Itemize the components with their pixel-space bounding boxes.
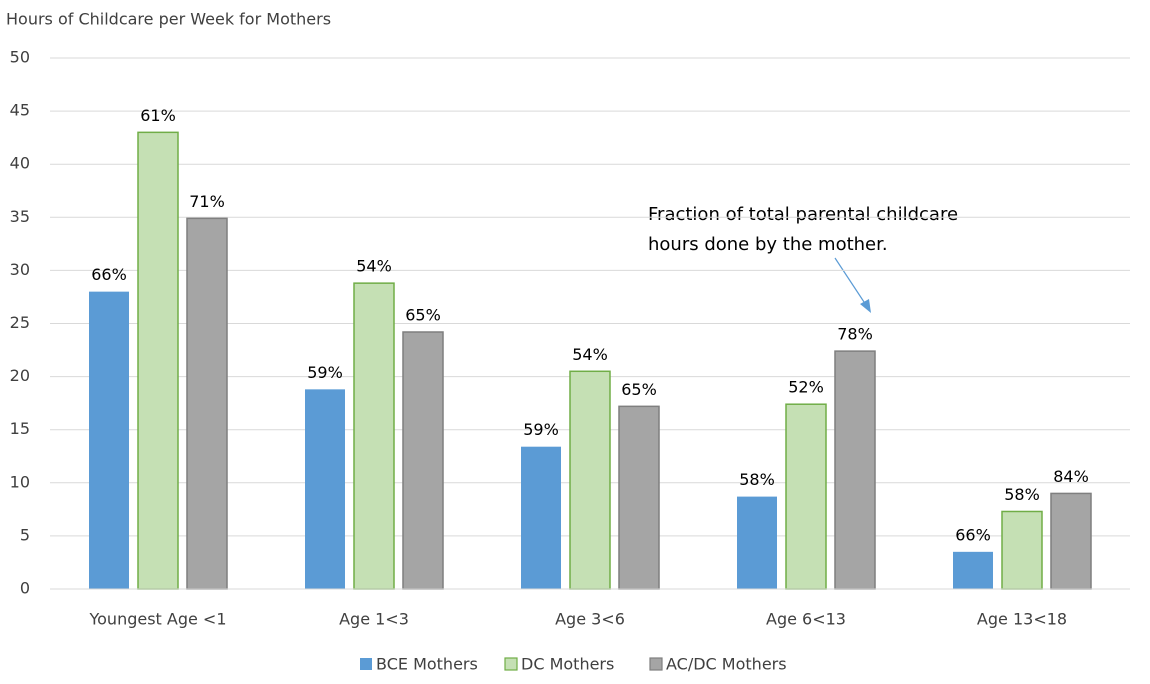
y-tick-label: 30 xyxy=(10,260,30,279)
x-tick-label: Age 1<3 xyxy=(339,610,409,629)
annotation-arrow xyxy=(834,257,867,306)
y-tick-label: 35 xyxy=(10,207,30,226)
bar xyxy=(785,403,827,590)
data-label: 66% xyxy=(91,265,127,284)
data-label: 58% xyxy=(739,470,775,489)
y-tick-label: 20 xyxy=(10,366,30,385)
bar xyxy=(618,405,660,590)
data-label: 65% xyxy=(621,380,657,399)
data-label: 59% xyxy=(523,420,559,439)
bar xyxy=(353,282,395,590)
data-label: 58% xyxy=(1004,485,1040,504)
data-label: 78% xyxy=(837,325,873,344)
bar xyxy=(521,446,561,589)
chart-title: Hours of Childcare per Week for Mothers xyxy=(6,10,331,29)
data-label: 54% xyxy=(572,345,608,364)
bar xyxy=(137,131,179,590)
data-label: 61% xyxy=(140,106,176,125)
bar xyxy=(569,370,611,590)
legend-label: AC/DC Mothers xyxy=(666,655,787,674)
data-label: 54% xyxy=(356,257,392,276)
x-tick-label: Youngest Age <1 xyxy=(88,610,226,629)
y-tick-label: 15 xyxy=(10,419,30,438)
x-tick-label: Age 13<18 xyxy=(977,610,1067,629)
annotation: Fraction of total parental childcare xyxy=(648,204,958,225)
data-label: 84% xyxy=(1053,467,1089,486)
y-tick-label: 10 xyxy=(10,472,30,491)
bar xyxy=(1001,510,1043,590)
bar xyxy=(834,350,876,590)
data-label: 59% xyxy=(307,363,343,382)
bar xyxy=(953,551,993,589)
x-tick-label: Age 6<13 xyxy=(766,610,846,629)
bar xyxy=(186,217,228,590)
bar xyxy=(1050,492,1092,590)
y-tick-label: 45 xyxy=(10,101,30,120)
data-label: 52% xyxy=(788,378,824,397)
annotation-arrowhead xyxy=(860,299,871,313)
y-tick-label: 50 xyxy=(10,48,30,67)
data-label: 71% xyxy=(189,192,225,211)
y-tick-label: 25 xyxy=(10,313,30,332)
annotation: hours done by the mother. xyxy=(648,234,888,255)
x-tick-label: Age 3<6 xyxy=(555,610,625,629)
legend-label: BCE Mothers xyxy=(376,655,478,674)
legend-swatch xyxy=(360,658,372,670)
bar xyxy=(89,291,129,589)
bar xyxy=(737,496,777,589)
bar xyxy=(305,389,345,589)
legend-swatch xyxy=(504,657,518,671)
data-label: 66% xyxy=(955,525,991,544)
y-tick-label: 5 xyxy=(20,525,30,544)
y-tick-label: 40 xyxy=(10,154,30,173)
data-label: 65% xyxy=(405,305,441,324)
legend-swatch xyxy=(649,657,663,671)
bar xyxy=(402,331,444,590)
legend-label: DC Mothers xyxy=(521,655,614,674)
y-tick-label: 0 xyxy=(20,579,30,598)
